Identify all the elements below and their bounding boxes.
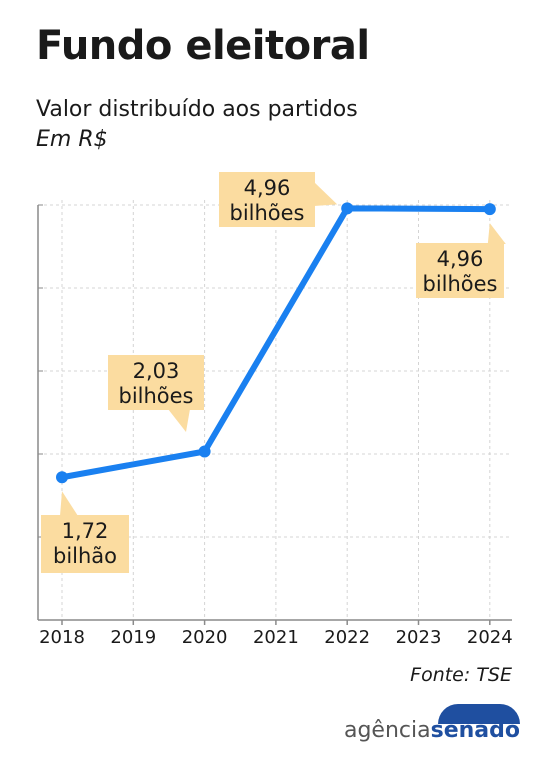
callout-pointer [168,409,190,432]
agencia-senado-logo: agênciasenado [340,704,520,748]
x-tick-label: 2018 [39,627,85,648]
data-point-marker [199,446,211,458]
callout-pointer [60,491,78,516]
x-tick-label: 2021 [253,627,299,648]
x-tick-label: 2023 [396,627,442,648]
x-tick-label: 2024 [467,627,513,648]
x-tick-label: 2019 [110,627,156,648]
callout-unit: bilhões [229,201,304,225]
callout-unit: bilhões [118,384,193,408]
data-callouts: 1,72bilhão2,03bilhões4,96bilhões4,96bilh… [41,172,506,573]
logo-text-part2: senado [431,718,520,743]
callout-value: 4,96 [244,176,291,200]
callout-pointer [488,223,506,244]
logo-text-part1: agência [344,718,431,743]
callout-value: 4,96 [437,247,484,271]
callout-unit: bilhão [53,544,117,568]
data-point-marker [56,471,68,483]
data-point-marker [341,202,353,214]
data-point-marker [484,203,496,215]
x-tick-label: 2020 [182,627,228,648]
callout-value: 2,03 [133,359,180,383]
callout-pointer [314,182,337,206]
x-axis-ticks: 2018 2019 2020 2021 2022 2023 2024 [39,620,513,648]
logo-text: agênciasenado [344,716,520,746]
callout-value: 1,72 [62,519,109,543]
source-note: Fonte: TSE [410,664,512,686]
x-tick-label: 2022 [324,627,370,648]
callout-unit: bilhões [422,272,497,296]
